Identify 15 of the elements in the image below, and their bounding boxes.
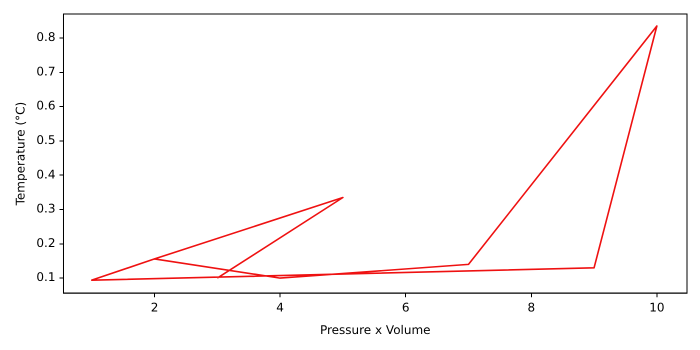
y-tick-label: 0.1 — [36, 270, 56, 284]
y-axis-title: Temperature (°C) — [13, 102, 28, 206]
y-tick-label: 0.3 — [36, 202, 56, 216]
y-tick-label: 0.6 — [36, 98, 56, 113]
x-tick-label: 10 — [649, 300, 664, 315]
y-tick-label: 0.8 — [36, 30, 56, 44]
x-tick-label: 8 — [527, 300, 536, 315]
x-tick-label: 2 — [150, 300, 158, 315]
x-tick-label: 4 — [276, 300, 284, 315]
y-tick-label: 0.4 — [36, 167, 56, 182]
y-tick-label: 0.5 — [36, 133, 56, 148]
y-tick-label: 0.7 — [36, 64, 56, 78]
x-tick-label: 6 — [402, 300, 410, 315]
x-axis-title: Pressure x Volume — [320, 322, 431, 337]
y-tick-label: 0.2 — [36, 236, 56, 250]
